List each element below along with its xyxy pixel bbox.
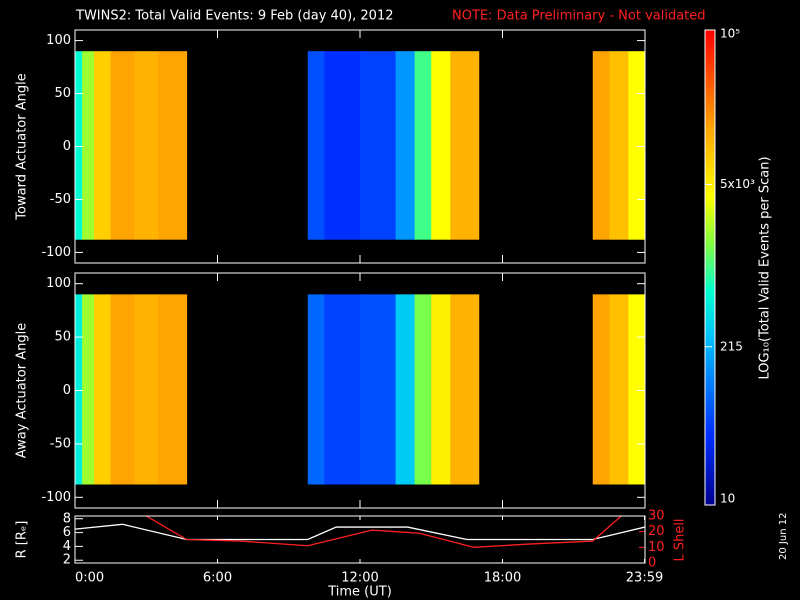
heatmap-cell: [609, 51, 629, 240]
y-axis-label: Away Actuator Angle: [15, 323, 30, 458]
title: TWINS2: Total Valid Events: 9 Feb (day 4…: [75, 9, 394, 24]
heatmap-cell: [82, 51, 95, 240]
heatmap-cell: [158, 51, 188, 240]
heatmap-cell: [592, 294, 610, 485]
heatmap-cell: [94, 294, 112, 485]
heatmap-cell: [324, 51, 361, 240]
heatmap-cell: [414, 294, 432, 485]
heatmap-cell: [75, 294, 83, 485]
x-axis-label: Time (UT): [327, 585, 392, 600]
y-tick-label: 4: [63, 539, 71, 554]
y2-axis-label: L Shell: [673, 518, 688, 561]
heatmap-cell: [450, 294, 480, 485]
line: [145, 516, 622, 548]
heatmap-cell: [360, 51, 397, 240]
colorbar-tick-label: 5x10³: [720, 177, 755, 191]
heatmap-cell: [360, 294, 397, 485]
colorbar: [704, 29, 716, 506]
y2-tick-label: 20: [648, 524, 665, 539]
heatmap-cell: [592, 51, 610, 240]
y-tick-label: -100: [41, 245, 71, 260]
colorbar-tick-label: 10⁵: [720, 27, 740, 41]
y2-tick-label: 0: [648, 556, 656, 571]
heatmap-cell: [431, 294, 451, 485]
y-tick-label: 8: [63, 511, 71, 526]
y-tick-label: -100: [41, 490, 71, 505]
y-tick-label: 100: [46, 33, 71, 48]
y-tick-label: 6: [63, 525, 71, 540]
y-tick-label: 0: [63, 139, 71, 154]
note: NOTE: Data Preliminary - Not validated: [452, 9, 706, 24]
heatmap-cell: [431, 51, 451, 240]
y-tick-label: -50: [50, 436, 71, 451]
y-tick-label: -50: [50, 192, 71, 207]
heatmap-cell: [134, 51, 159, 240]
colorbar-tick-label: 10: [720, 492, 735, 506]
date-stamp: 20 Jun 12: [778, 513, 789, 560]
plot-area: [75, 516, 645, 548]
y-axis-label: R [Rₑ]: [15, 521, 30, 559]
line: [75, 523, 645, 541]
y2-tick-label: 30: [648, 509, 665, 524]
heatmap-cell: [134, 294, 159, 485]
heatmap-cell: [414, 51, 432, 240]
heatmap-cell: [158, 294, 188, 485]
colorbar-tick-label: 215: [720, 339, 743, 353]
heatmap-cell: [395, 51, 416, 240]
heatmap-cell: [75, 51, 83, 240]
heatmap-cell: [450, 51, 480, 240]
colorbar-label: LOG₁₀(Total Valid Events per Scan): [758, 156, 773, 379]
x-tick-label: 18:00: [484, 571, 521, 586]
heatmap-cell: [628, 294, 646, 485]
x-tick-label: 6:00: [203, 571, 232, 586]
y-tick-label: 50: [54, 330, 71, 345]
y2-tick-label: 10: [648, 540, 665, 555]
heatmap-cell: [307, 51, 325, 240]
heatmap-cell: [628, 51, 646, 240]
y-tick-label: 0: [63, 383, 71, 398]
x-tick-label: 12:00: [341, 571, 378, 586]
y-tick-label: 2: [63, 553, 71, 568]
y-axis-label: Toward Actuator Angle: [15, 73, 30, 220]
heatmap-cell: [609, 294, 629, 485]
heatmap-cell: [324, 294, 361, 485]
heatmap-cell: [395, 294, 416, 485]
heatmap-cell: [307, 294, 325, 485]
x-tick-label: 0:00: [75, 571, 104, 586]
heatmap-cell: [110, 294, 135, 485]
heatmap-cell: [94, 51, 112, 240]
x-tick-label: 23:59: [626, 571, 663, 586]
heatmap-cell: [110, 51, 135, 240]
y-tick-label: 100: [46, 276, 71, 291]
heatmap-cell: [82, 294, 95, 485]
y-tick-label: 50: [54, 86, 71, 101]
